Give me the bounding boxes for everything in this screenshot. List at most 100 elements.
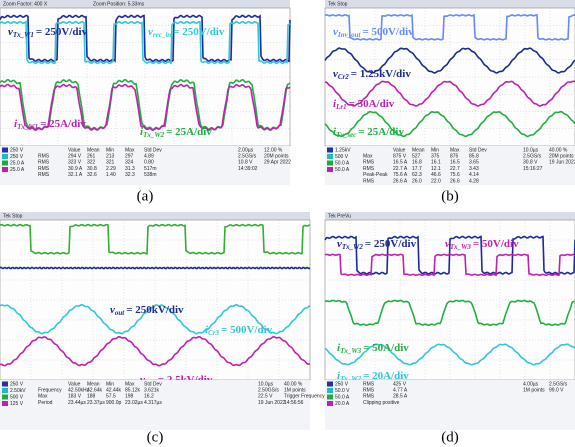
table-cell: 875 bbox=[450, 154, 459, 160]
channel-badge bbox=[2, 161, 8, 166]
info-text: 22.5 V bbox=[258, 394, 273, 400]
channel-scale: 25.0 A bbox=[10, 160, 25, 166]
label-subscript: Tx_W1 bbox=[17, 123, 38, 131]
label-scale: = 25A/div bbox=[40, 118, 86, 130]
table-header: Value bbox=[68, 381, 81, 387]
table-cell: 183 V bbox=[68, 394, 82, 400]
scope-panel: Tek Stopvout= 250kV/diviCr3= 500V/divvCr… bbox=[0, 212, 345, 430]
table-cell: 23.44µs bbox=[68, 400, 86, 406]
table-cell: 4.77 A bbox=[393, 388, 408, 394]
table-cell: 261 bbox=[87, 154, 96, 160]
table-cell: 28.5 A bbox=[393, 394, 408, 400]
info-text: 40.00 % bbox=[549, 147, 568, 153]
label-subscript: Tx_W2 bbox=[143, 131, 165, 139]
table-cell: RMS bbox=[363, 388, 375, 394]
table-cell: RMS bbox=[363, 166, 375, 172]
channel-scale: 500 V bbox=[10, 394, 24, 400]
channel-badge bbox=[327, 167, 333, 172]
channel-badge bbox=[2, 395, 8, 400]
table-cell: 2.29 bbox=[106, 166, 116, 172]
table-cell: 26.6 A bbox=[393, 178, 408, 184]
table-header: Min bbox=[106, 381, 114, 387]
header-text: Zoom Factor: 400 X bbox=[3, 1, 48, 7]
table-cell: 32.3 bbox=[125, 172, 135, 178]
table-cell: 3.43 bbox=[469, 166, 479, 172]
label-scale: = 25A/div bbox=[358, 126, 404, 138]
channel-badge bbox=[2, 388, 8, 393]
table-cell: 32.1 A bbox=[68, 172, 83, 178]
table-cell: Period bbox=[38, 400, 53, 406]
table-cell: 26.0 bbox=[412, 178, 422, 184]
table-cell: 198 bbox=[125, 394, 134, 400]
info-text: 14:56:56 bbox=[284, 400, 304, 406]
table-cell: 517m bbox=[144, 166, 157, 172]
label-scale: = 25A/div bbox=[166, 126, 212, 138]
label-scale: = 20A/div bbox=[363, 370, 409, 382]
channel-badge bbox=[327, 382, 333, 387]
channel-badge bbox=[2, 148, 8, 153]
channel-scale: 250 V bbox=[10, 381, 24, 387]
panel-caption: (a) bbox=[137, 188, 154, 204]
channel-badge bbox=[327, 161, 333, 166]
scope-panel: Zoom Factor: 400 XZoom Position: 5.33msv… bbox=[0, 0, 291, 185]
table-cell: 321 bbox=[106, 160, 115, 166]
label-subscript: Inv_out bbox=[337, 31, 362, 39]
table-cell: 3.65 bbox=[469, 160, 479, 166]
table-header: Std Dev bbox=[144, 381, 162, 387]
info-text: 2.5GS/s bbox=[238, 154, 257, 160]
table-cell: RMS bbox=[363, 178, 375, 184]
table-cell: 16.5 bbox=[450, 160, 460, 166]
table-header: Min bbox=[106, 147, 114, 153]
table-cell: 42.44k bbox=[106, 388, 122, 394]
table-cell: 0.80 bbox=[144, 160, 154, 166]
channel-scale: 2.50kV bbox=[10, 388, 26, 394]
label-subscript: Tx_sec bbox=[336, 131, 356, 139]
label-scale: = 50V/div bbox=[473, 238, 519, 250]
table-cell: 297 bbox=[125, 154, 134, 160]
table-cell: 16.5 A bbox=[393, 160, 408, 166]
table-cell: RMS bbox=[363, 160, 375, 166]
table-cell: 538m bbox=[144, 172, 157, 178]
label-scale: = 50A/div bbox=[363, 342, 409, 354]
table-cell: 46.6 bbox=[431, 172, 441, 178]
table-cell: Frequency bbox=[38, 388, 62, 394]
channel-scale: 1.25kV bbox=[335, 147, 351, 153]
label-subscript: out bbox=[115, 309, 125, 317]
table-header: Max bbox=[450, 147, 460, 153]
table-cell: RMS bbox=[363, 394, 375, 400]
panel-caption: (d) bbox=[441, 429, 459, 445]
channel-badge bbox=[2, 401, 8, 406]
info-text: 20M points bbox=[264, 154, 289, 160]
label-subscript: Tx_W1 bbox=[13, 31, 34, 39]
waveform bbox=[0, 267, 310, 268]
table-cell: 12.1 bbox=[431, 166, 441, 172]
label-scale: = 250V/div bbox=[36, 26, 88, 38]
info-text: 2.5GS/s bbox=[523, 154, 542, 160]
info-text: 99.0 V bbox=[549, 388, 564, 394]
table-cell: Clipping positive bbox=[363, 400, 400, 406]
table-cell: 4.317µs bbox=[144, 400, 162, 406]
channel-badge bbox=[2, 154, 8, 159]
table-cell: 85.8 bbox=[469, 154, 479, 160]
table-cell: 3.621k bbox=[144, 388, 160, 394]
info-text: 2.00µs bbox=[238, 147, 254, 153]
info-text: 2.5GS/s bbox=[549, 381, 568, 387]
table-cell: 17.7 bbox=[412, 166, 422, 172]
channel-badge bbox=[327, 154, 333, 159]
info-text: 14:39:02 bbox=[238, 166, 258, 172]
info-text: 4.00µs bbox=[523, 381, 539, 387]
header-text: Tek Stop bbox=[328, 1, 348, 7]
channel-scale: 250 V bbox=[10, 147, 24, 153]
label-scale: = 500V/div bbox=[221, 324, 273, 336]
info-text: 15:16:27 bbox=[523, 166, 543, 172]
table-cell: 16.1 bbox=[431, 160, 441, 166]
label-scale: = 50A/div bbox=[349, 98, 395, 110]
header-bar bbox=[325, 0, 575, 8]
label-scale: = 250V/div bbox=[365, 238, 417, 250]
table-header: Mean bbox=[412, 147, 425, 153]
scope-panel: Tek PreVuvTx_W2= 250V/divvTx_W3= 50V/div… bbox=[325, 212, 575, 430]
table-cell: 42.64k bbox=[87, 388, 103, 394]
table-header: Mean bbox=[87, 381, 100, 387]
label-scale: = 250V/div bbox=[173, 26, 225, 38]
channel-scale: 50.0 A bbox=[335, 167, 350, 173]
